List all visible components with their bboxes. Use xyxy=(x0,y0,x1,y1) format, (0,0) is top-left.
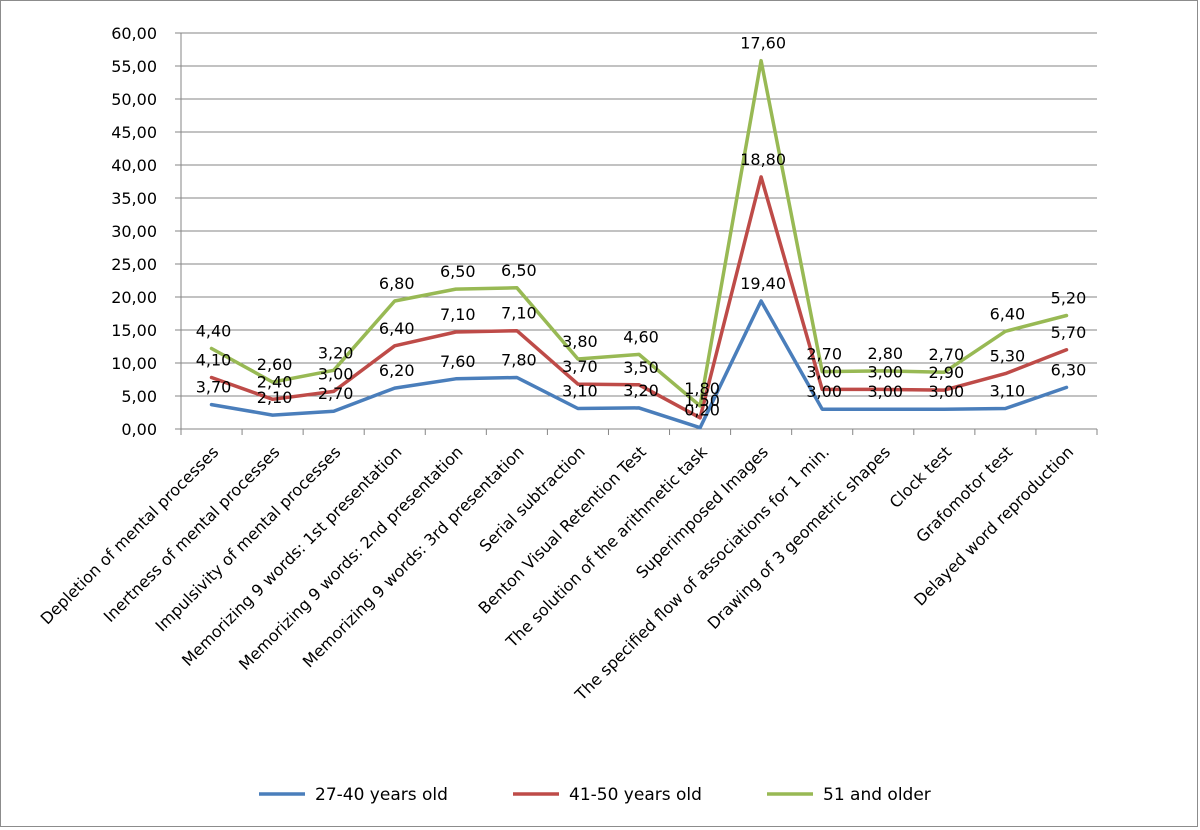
y-tick-label: 35,00 xyxy=(111,189,157,208)
x-category-label: Memorizing 9 words: 3rd presentation xyxy=(299,442,528,671)
series-line-1 xyxy=(209,299,1069,430)
data-label: 2,40 xyxy=(257,372,293,391)
data-label: 6,30 xyxy=(1051,360,1087,379)
data-label: 5,20 xyxy=(1051,288,1087,307)
data-label: 7,60 xyxy=(440,352,476,371)
data-label: 18,80 xyxy=(740,150,786,169)
data-label: 4,40 xyxy=(196,321,232,340)
data-label: 6,40 xyxy=(379,319,415,338)
legend-label: 51 and older xyxy=(823,785,931,805)
data-label: 2,60 xyxy=(257,355,293,374)
data-label: 1,80 xyxy=(684,379,720,398)
y-tick-label: 5,00 xyxy=(121,387,157,406)
data-label: 6,80 xyxy=(379,274,415,293)
data-label: 3,10 xyxy=(990,382,1026,401)
data-label: 0,20 xyxy=(684,401,720,420)
data-label: 6,40 xyxy=(990,304,1026,323)
y-tick-label: 50,00 xyxy=(111,90,157,109)
data-label: 17,60 xyxy=(740,34,786,53)
data-label: 2,90 xyxy=(929,363,965,382)
y-tick-label: 45,00 xyxy=(111,123,157,142)
data-label: 3,00 xyxy=(806,382,842,401)
data-label: 3,00 xyxy=(318,364,354,383)
legend-label: 27-40 years old xyxy=(315,785,448,805)
data-label: 19,40 xyxy=(740,274,786,293)
y-tick-label: 55,00 xyxy=(111,57,157,76)
data-label: 3,00 xyxy=(929,382,965,401)
data-label: 2,70 xyxy=(318,384,354,403)
series-line-2 xyxy=(209,175,1069,420)
data-labels: 3,70 2,10 2,70 6,20 7,60 7,80 3,10 3,20 0,20 19,4… xyxy=(196,34,1087,420)
y-tick-label: 10,00 xyxy=(111,354,157,373)
y-tick-label: 25,00 xyxy=(111,255,157,274)
x-category-label: Serial subtraction xyxy=(476,442,589,555)
legend-label: 41-50 years old xyxy=(569,785,702,805)
data-label: 6,20 xyxy=(379,361,415,380)
data-label: 4,10 xyxy=(196,351,232,370)
data-label: 2,80 xyxy=(867,344,903,363)
data-label: 6,50 xyxy=(501,261,537,280)
y-tick-label: 15,00 xyxy=(111,321,157,340)
data-label: 3,70 xyxy=(562,357,598,376)
data-label: 4,60 xyxy=(623,327,659,346)
legend: 27-40 years old 41-50 years old 51 and old… xyxy=(259,785,931,805)
data-label: 2,70 xyxy=(929,345,965,364)
data-label: 3,50 xyxy=(623,358,659,377)
data-label: 3,20 xyxy=(318,343,354,362)
data-label: 7,10 xyxy=(501,304,537,323)
x-category-label: Memorizing 9 words: 2nd presentation xyxy=(235,442,467,674)
data-label: 3,00 xyxy=(867,382,903,401)
data-label: 3,80 xyxy=(562,332,598,351)
data-label: 3,00 xyxy=(806,362,842,381)
y-axis-tick-labels: 0,00 5,00 10,00 15,00 20,00 25,00 30,00 35,00 40… xyxy=(111,24,157,439)
y-tick-label: 20,00 xyxy=(111,288,157,307)
axes xyxy=(175,32,1098,435)
x-category-label: Memorizing 9 words: 1st presentation xyxy=(178,442,406,670)
data-label: 3,70 xyxy=(196,378,232,397)
data-label: 3,20 xyxy=(623,381,659,400)
data-label: 6,50 xyxy=(440,262,476,281)
y-tick-label: 40,00 xyxy=(111,156,157,175)
data-label: 3,00 xyxy=(867,362,903,381)
data-label: 5,70 xyxy=(1051,323,1087,342)
y-tick-label: 60,00 xyxy=(111,24,157,43)
data-label: 3,10 xyxy=(562,382,598,401)
data-label: 2,10 xyxy=(257,388,293,407)
data-label: 7,10 xyxy=(440,305,476,324)
gridlines xyxy=(181,32,1097,397)
data-label: 7,80 xyxy=(501,351,537,370)
data-label: 2,70 xyxy=(806,345,842,364)
data-label: 5,30 xyxy=(990,347,1026,366)
series-line-3 xyxy=(209,58,1069,408)
y-tick-label: 0,00 xyxy=(121,420,157,439)
series-lines xyxy=(209,58,1069,430)
data-label: 1,50 xyxy=(684,391,720,410)
y-tick-label: 30,00 xyxy=(111,222,157,241)
